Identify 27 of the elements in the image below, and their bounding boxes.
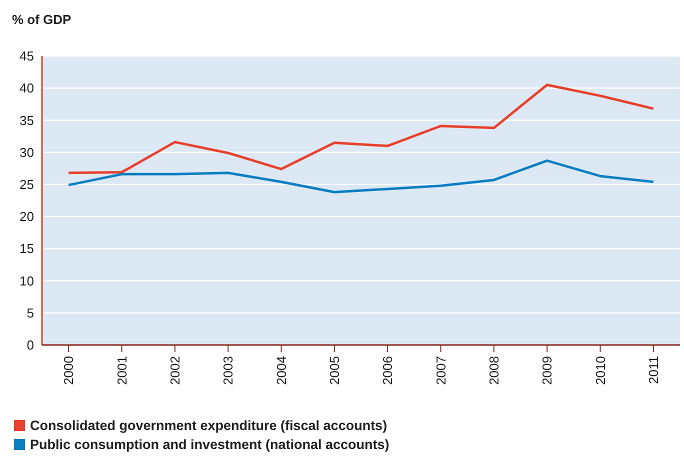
x-tick-label: 2007 [433, 356, 448, 385]
x-tick-label: 2002 [167, 356, 182, 385]
y-tick-label: 0 [26, 338, 34, 353]
legend-label: Consolidated government expenditure (fiscal accounts) [30, 418, 388, 433]
y-tick-label: 5 [26, 305, 34, 320]
x-tick-label: 2005 [326, 356, 342, 385]
y-axis-title: % of GDP [12, 12, 72, 27]
y-tick-label: 40 [20, 80, 34, 96]
x-tick-label: 2010 [592, 356, 608, 385]
x-tick-label: 2000 [61, 356, 76, 385]
y-tick-label: 20 [20, 209, 34, 224]
x-tick-label: 2008 [486, 356, 502, 385]
x-tick-label: 2004 [274, 356, 289, 385]
x-tick-label: 2009 [540, 356, 555, 385]
y-tick-label: 35 [20, 112, 34, 128]
y-tick-label: 15 [20, 241, 34, 256]
y-tick-label: 25 [20, 176, 34, 192]
legend-label: Public consumption and investment (national accounts) [30, 437, 390, 452]
y-tick-label: 10 [20, 273, 34, 288]
y-tick-label: 30 [20, 144, 34, 160]
line-series [67, 84, 655, 174]
x-tick-label: 2003 [220, 356, 236, 385]
x-tick-label: 2001 [114, 356, 130, 385]
x-tick-label: 2011 [646, 356, 661, 384]
line-series [67, 159, 655, 194]
x-tick-label: 2006 [380, 356, 396, 385]
y-tick-label: 45 [20, 48, 34, 64]
